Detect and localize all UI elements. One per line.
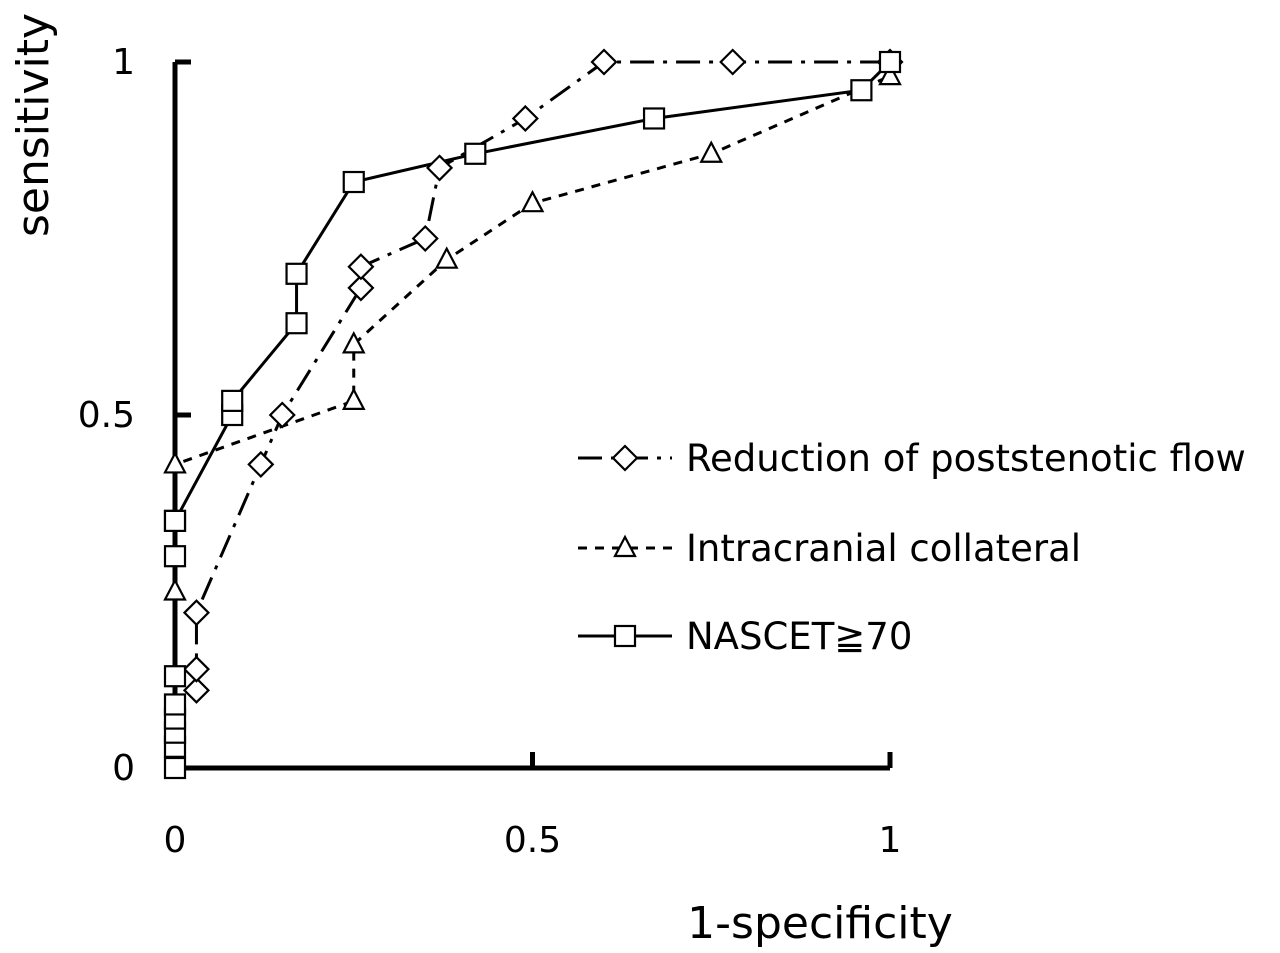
data-point-diamond xyxy=(247,450,275,478)
axes: 0 0.5 1 0 0.5 1 xyxy=(78,42,902,861)
y-tick-label: 0.5 xyxy=(78,395,135,436)
data-point-diamond xyxy=(347,274,375,302)
x-axis-title: 1-specificity xyxy=(687,898,953,949)
data-point-square xyxy=(163,665,187,688)
data-point-triangle xyxy=(520,189,545,213)
data-point-square xyxy=(285,262,308,285)
data-point-diamond xyxy=(511,104,539,133)
data-point-square xyxy=(163,756,187,780)
x-tick-label: 1 xyxy=(879,820,902,861)
series-line-diamond xyxy=(194,60,890,691)
data-point-square xyxy=(221,389,244,412)
data-point-triangle xyxy=(163,578,187,601)
x-tick-label: 0 xyxy=(164,820,187,861)
legend-label: Reduction of poststenotic flow xyxy=(686,437,1246,480)
legend-marker-square xyxy=(613,624,637,648)
data-point-square xyxy=(878,50,902,74)
data-point-diamond xyxy=(182,676,211,704)
data-point-diamond xyxy=(268,401,296,429)
data-point-diamond xyxy=(347,253,375,281)
legend-label: Intracranial collateral xyxy=(686,527,1081,570)
y-tick-label: 0 xyxy=(112,748,135,789)
legend-label: NASCET≧70 xyxy=(686,615,912,658)
data-point-triangle xyxy=(434,246,459,269)
data-point-square xyxy=(342,170,365,194)
y-axis-title: sensitivity xyxy=(8,13,59,237)
legend: Reduction of poststenotic flow Intracrani… xyxy=(578,437,1246,658)
series-line-triangle xyxy=(173,74,891,592)
data-point-triangle xyxy=(341,387,366,410)
data-point-triangle xyxy=(878,62,902,86)
data-point-diamond xyxy=(425,154,454,182)
data-point-triangle xyxy=(341,331,366,354)
marker-layer xyxy=(163,48,904,780)
legend-marker-triangle xyxy=(613,534,637,558)
data-point-square xyxy=(163,693,187,716)
data-point-square xyxy=(850,79,873,102)
data-point-diamond xyxy=(182,655,211,683)
x-tick-label: 0.5 xyxy=(504,820,561,861)
data-point-triangle xyxy=(163,451,187,474)
data-point-diamond xyxy=(411,224,439,253)
data-point-triangle xyxy=(699,140,724,163)
data-point-square xyxy=(163,509,187,532)
legend-marker-diamond xyxy=(611,444,639,472)
data-point-square xyxy=(163,545,187,568)
data-point-square xyxy=(285,312,308,335)
y-tick-label: 1 xyxy=(112,42,135,83)
data-point-diamond xyxy=(719,48,747,76)
data-point-square xyxy=(464,142,487,165)
data-point-square xyxy=(642,107,666,130)
data-point-diamond xyxy=(590,48,618,76)
data-point-diamond xyxy=(182,599,211,627)
